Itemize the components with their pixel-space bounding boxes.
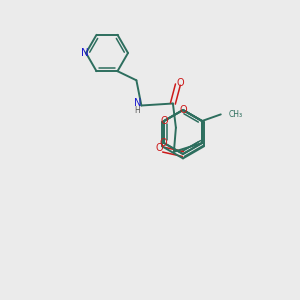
Text: H: H bbox=[134, 106, 140, 115]
Text: N: N bbox=[81, 48, 89, 58]
Text: O: O bbox=[155, 142, 163, 153]
Text: O: O bbox=[160, 116, 168, 126]
Text: CH₃: CH₃ bbox=[229, 110, 243, 119]
Text: O: O bbox=[159, 138, 167, 148]
Text: N: N bbox=[134, 98, 141, 109]
Text: O: O bbox=[176, 78, 184, 88]
Text: O: O bbox=[179, 105, 187, 115]
